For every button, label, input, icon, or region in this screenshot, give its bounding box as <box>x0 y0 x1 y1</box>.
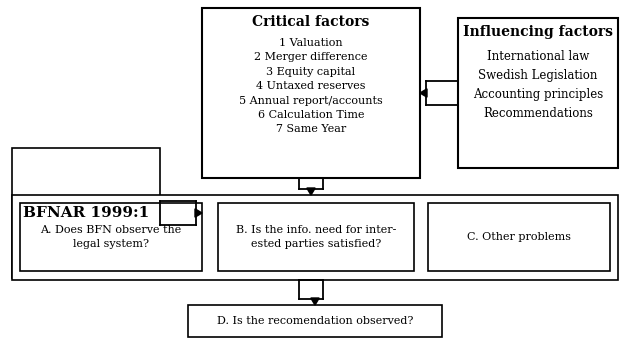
Text: Influencing factors: Influencing factors <box>463 25 613 39</box>
Text: International law
Swedish Legislation
Accounting principles
Recommendations: International law Swedish Legislation Ac… <box>473 50 603 120</box>
Bar <box>188 305 442 337</box>
Bar <box>218 203 414 271</box>
Polygon shape <box>307 188 315 195</box>
Polygon shape <box>420 89 427 97</box>
Bar <box>12 195 618 280</box>
Text: Critical factors: Critical factors <box>252 15 370 29</box>
Text: B. Is the info. need for inter-
ested parties satisfied?: B. Is the info. need for inter- ested pa… <box>236 225 396 249</box>
Bar <box>428 203 610 271</box>
Polygon shape <box>311 298 319 305</box>
Bar <box>12 148 160 278</box>
Text: BFNAR 1999:1: BFNAR 1999:1 <box>23 206 149 220</box>
Bar <box>458 18 618 168</box>
Text: D. Is the recomendation observed?: D. Is the recomendation observed? <box>217 316 413 326</box>
Polygon shape <box>195 209 202 217</box>
Bar <box>202 8 420 178</box>
Text: 1 Valuation
2 Merger difference
3 Equity capital
4 Untaxed reserves
5 Annual rep: 1 Valuation 2 Merger difference 3 Equity… <box>239 38 383 135</box>
Bar <box>20 203 202 271</box>
Text: C. Other problems: C. Other problems <box>467 232 571 242</box>
Text: A. Does BFN observe the
legal system?: A. Does BFN observe the legal system? <box>40 225 181 249</box>
